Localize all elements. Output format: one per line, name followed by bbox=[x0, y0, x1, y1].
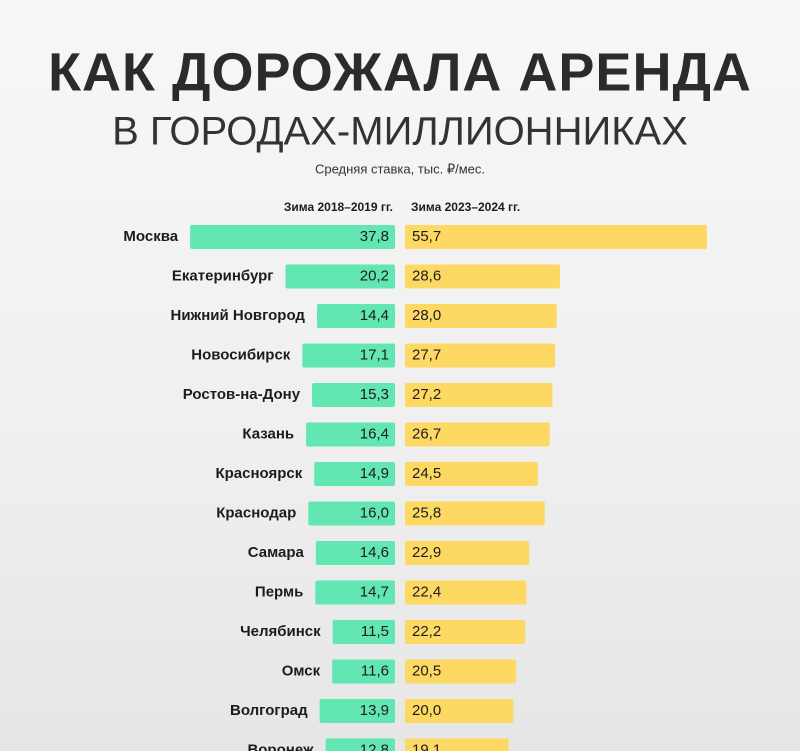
bar bbox=[190, 225, 395, 249]
value-label: 27,2 bbox=[412, 386, 441, 403]
bar bbox=[325, 738, 395, 751]
category-label: Воронеж bbox=[247, 741, 314, 751]
value-label: 17,1 bbox=[360, 346, 389, 363]
value-label: 22,9 bbox=[412, 544, 441, 561]
bar bbox=[405, 501, 545, 526]
value-label: 27,7 bbox=[412, 346, 441, 363]
value-label: 55,7 bbox=[412, 228, 441, 245]
value-label: 19,1 bbox=[412, 741, 441, 751]
bar bbox=[332, 620, 395, 644]
bar bbox=[405, 264, 561, 289]
bar bbox=[405, 462, 538, 486]
value-label: 20,2 bbox=[360, 267, 389, 284]
value-label: 11,6 bbox=[361, 662, 389, 679]
category-label: Волгоград bbox=[230, 702, 308, 719]
value-label: 25,8 bbox=[412, 504, 441, 521]
bar bbox=[285, 264, 395, 289]
bar bbox=[405, 225, 707, 249]
category-label: Самара bbox=[248, 544, 305, 561]
bar bbox=[312, 383, 395, 407]
bar bbox=[405, 659, 517, 684]
bar bbox=[306, 422, 395, 447]
bar bbox=[316, 304, 395, 328]
chart-subtitle: В ГОРОДАХ-МИЛЛИОННИКАХ bbox=[112, 110, 688, 154]
value-label: 14,9 bbox=[360, 465, 389, 482]
bar bbox=[405, 541, 530, 565]
value-label: 14,6 bbox=[360, 544, 389, 561]
category-label: Челябинск bbox=[240, 623, 321, 640]
value-label: 12,8 bbox=[360, 741, 389, 751]
category-label: Омск bbox=[282, 662, 321, 679]
chart-note: Средняя ставка, тыс. ₽/мес. bbox=[315, 161, 485, 176]
value-label: 14,7 bbox=[360, 583, 389, 600]
category-label: Екатеринбург bbox=[172, 267, 274, 284]
bar bbox=[315, 541, 395, 565]
bar bbox=[332, 659, 395, 684]
bar bbox=[314, 462, 395, 486]
bar bbox=[315, 580, 395, 605]
bar bbox=[405, 620, 526, 644]
bar bbox=[405, 738, 509, 751]
value-label: 22,2 bbox=[412, 623, 441, 640]
value-label: 16,0 bbox=[360, 504, 389, 521]
value-label: 11,5 bbox=[361, 623, 389, 640]
bar bbox=[405, 422, 550, 447]
value-label: 14,4 bbox=[360, 307, 389, 324]
value-label: 37,8 bbox=[360, 228, 389, 245]
legend-label: Зима 2018–2019 гг. bbox=[284, 200, 393, 214]
category-label: Краснодар bbox=[216, 504, 296, 521]
value-label: 20,5 bbox=[412, 662, 441, 679]
category-label: Казань bbox=[242, 425, 294, 442]
bar bbox=[405, 304, 557, 328]
value-label: 22,4 bbox=[412, 583, 441, 600]
value-label: 28,6 bbox=[412, 267, 441, 284]
bar bbox=[302, 343, 395, 368]
value-label: 20,0 bbox=[412, 702, 441, 719]
category-label: Москва bbox=[123, 228, 178, 245]
bar bbox=[405, 383, 553, 407]
category-label: Пермь bbox=[255, 583, 303, 600]
category-label: Ростов-на-Дону bbox=[183, 386, 301, 403]
legend-label: Зима 2023–2024 гг. bbox=[411, 200, 520, 214]
value-label: 28,0 bbox=[412, 307, 441, 324]
category-label: Нижний Новгород bbox=[171, 307, 306, 324]
value-label: 16,4 bbox=[360, 425, 389, 442]
value-label: 13,9 bbox=[360, 702, 389, 719]
value-label: 24,5 bbox=[412, 465, 441, 482]
category-label: Красноярск bbox=[215, 465, 302, 482]
bar bbox=[405, 699, 514, 723]
value-label: 15,3 bbox=[360, 386, 389, 403]
chart-title: КАК ДОРОЖАЛА АРЕНДА bbox=[48, 42, 752, 102]
value-label: 26,7 bbox=[412, 425, 441, 442]
bar bbox=[319, 699, 395, 723]
category-label: Новосибирск bbox=[191, 346, 291, 363]
bar bbox=[405, 343, 556, 368]
bar bbox=[405, 580, 527, 605]
bar bbox=[308, 501, 395, 526]
